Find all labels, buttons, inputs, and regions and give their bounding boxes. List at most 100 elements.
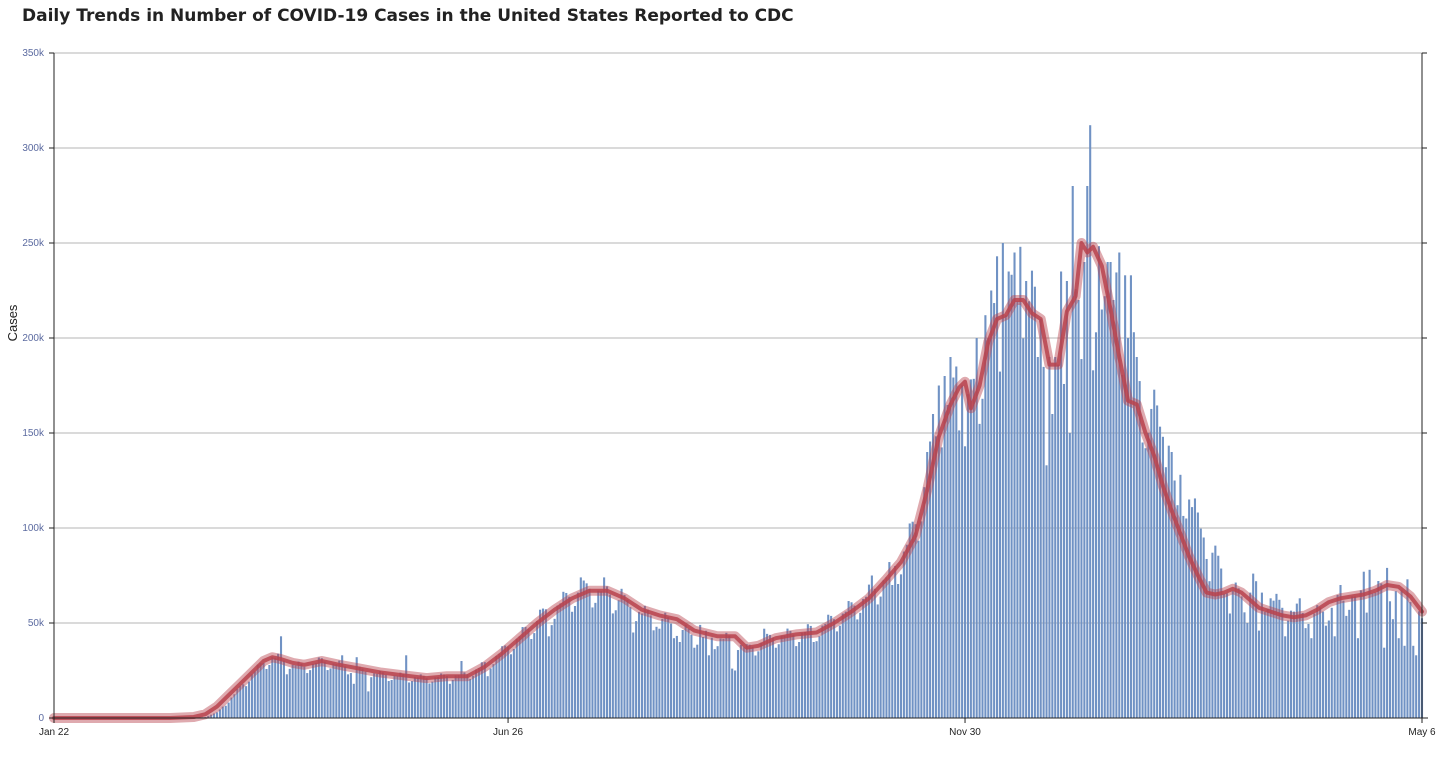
bar — [923, 487, 926, 718]
y-tick-label: 50k — [28, 618, 45, 629]
bar — [1013, 252, 1016, 718]
bar — [282, 660, 285, 718]
bar — [1106, 262, 1109, 718]
bar — [495, 655, 498, 718]
bar — [585, 583, 588, 718]
bar — [469, 679, 472, 718]
bar — [1400, 590, 1403, 718]
bar — [387, 681, 390, 718]
bar — [1307, 623, 1310, 718]
bar — [1141, 442, 1144, 718]
bar — [920, 521, 923, 718]
bar — [274, 657, 277, 718]
bar — [1179, 474, 1182, 718]
bar — [754, 655, 757, 718]
bar — [568, 596, 571, 718]
bar — [710, 637, 713, 718]
moving-average-halo — [49, 238, 1427, 723]
bar — [1272, 600, 1275, 718]
y-tick-label: 250k — [22, 238, 45, 249]
bar — [466, 674, 469, 718]
moving-average-group — [49, 238, 1427, 723]
bar — [573, 606, 577, 718]
bar — [477, 667, 480, 718]
bar — [1097, 246, 1100, 719]
bar — [1234, 582, 1237, 718]
bar — [1301, 613, 1304, 718]
bar — [297, 661, 300, 718]
bar — [987, 338, 990, 718]
bar — [527, 628, 530, 718]
bar — [1415, 655, 1418, 718]
bar — [693, 647, 696, 718]
bar — [1208, 581, 1211, 718]
bar — [637, 611, 641, 718]
bar — [239, 686, 242, 718]
bar — [285, 674, 288, 718]
bar — [777, 644, 780, 718]
bar — [521, 627, 524, 718]
y-tick-label: 0 — [38, 713, 44, 724]
bar — [670, 623, 673, 718]
bar — [859, 612, 862, 718]
bar — [867, 584, 871, 718]
bar — [591, 607, 594, 718]
bar — [562, 591, 565, 718]
bar — [824, 623, 827, 718]
bar — [1132, 332, 1135, 718]
bar — [1092, 370, 1095, 718]
bar — [437, 677, 440, 718]
bar — [451, 679, 454, 718]
y-tick-label: 300k — [22, 143, 45, 154]
bar — [530, 639, 533, 718]
bar — [1004, 315, 1007, 718]
bar — [646, 609, 649, 718]
bar — [617, 600, 620, 718]
bar — [1022, 338, 1025, 718]
bar — [1161, 436, 1164, 718]
bar — [736, 650, 740, 718]
bar — [547, 636, 550, 718]
x-tick-label: Jan 22 — [39, 727, 69, 738]
bar — [247, 681, 251, 718]
bar — [876, 604, 879, 718]
y-tick-label: 100k — [22, 523, 45, 534]
bar — [1289, 610, 1293, 718]
bar — [905, 544, 908, 718]
bar — [760, 642, 763, 718]
bar — [268, 664, 271, 718]
bar — [425, 678, 428, 718]
bar — [1266, 608, 1269, 718]
bar — [996, 256, 999, 718]
bar — [1185, 518, 1188, 718]
bar — [539, 609, 542, 718]
bar — [1316, 605, 1319, 718]
bar — [1339, 585, 1342, 718]
bar — [1150, 408, 1153, 718]
bar — [623, 594, 626, 718]
bar — [1083, 262, 1086, 718]
bar — [323, 661, 326, 718]
bar — [413, 677, 416, 718]
bar — [1115, 272, 1118, 718]
x-tick-labels: Jan 22 Jun 26 Nov 30 May 6 — [39, 727, 1436, 738]
bar — [902, 551, 905, 718]
bar — [751, 646, 754, 718]
bar — [879, 596, 882, 718]
bar — [553, 618, 556, 718]
bar — [681, 629, 684, 718]
bar — [576, 592, 579, 718]
x-tick-label: May 6 — [1408, 727, 1436, 738]
bar — [984, 315, 987, 718]
bar — [582, 580, 585, 718]
bar — [719, 638, 722, 718]
bar — [1365, 612, 1368, 718]
bar — [1284, 636, 1287, 718]
bar — [1016, 301, 1019, 718]
bar — [803, 631, 806, 718]
bar — [812, 642, 815, 718]
bar — [1100, 309, 1103, 718]
bar — [966, 394, 969, 718]
bar — [1118, 252, 1121, 718]
bar — [789, 630, 792, 718]
